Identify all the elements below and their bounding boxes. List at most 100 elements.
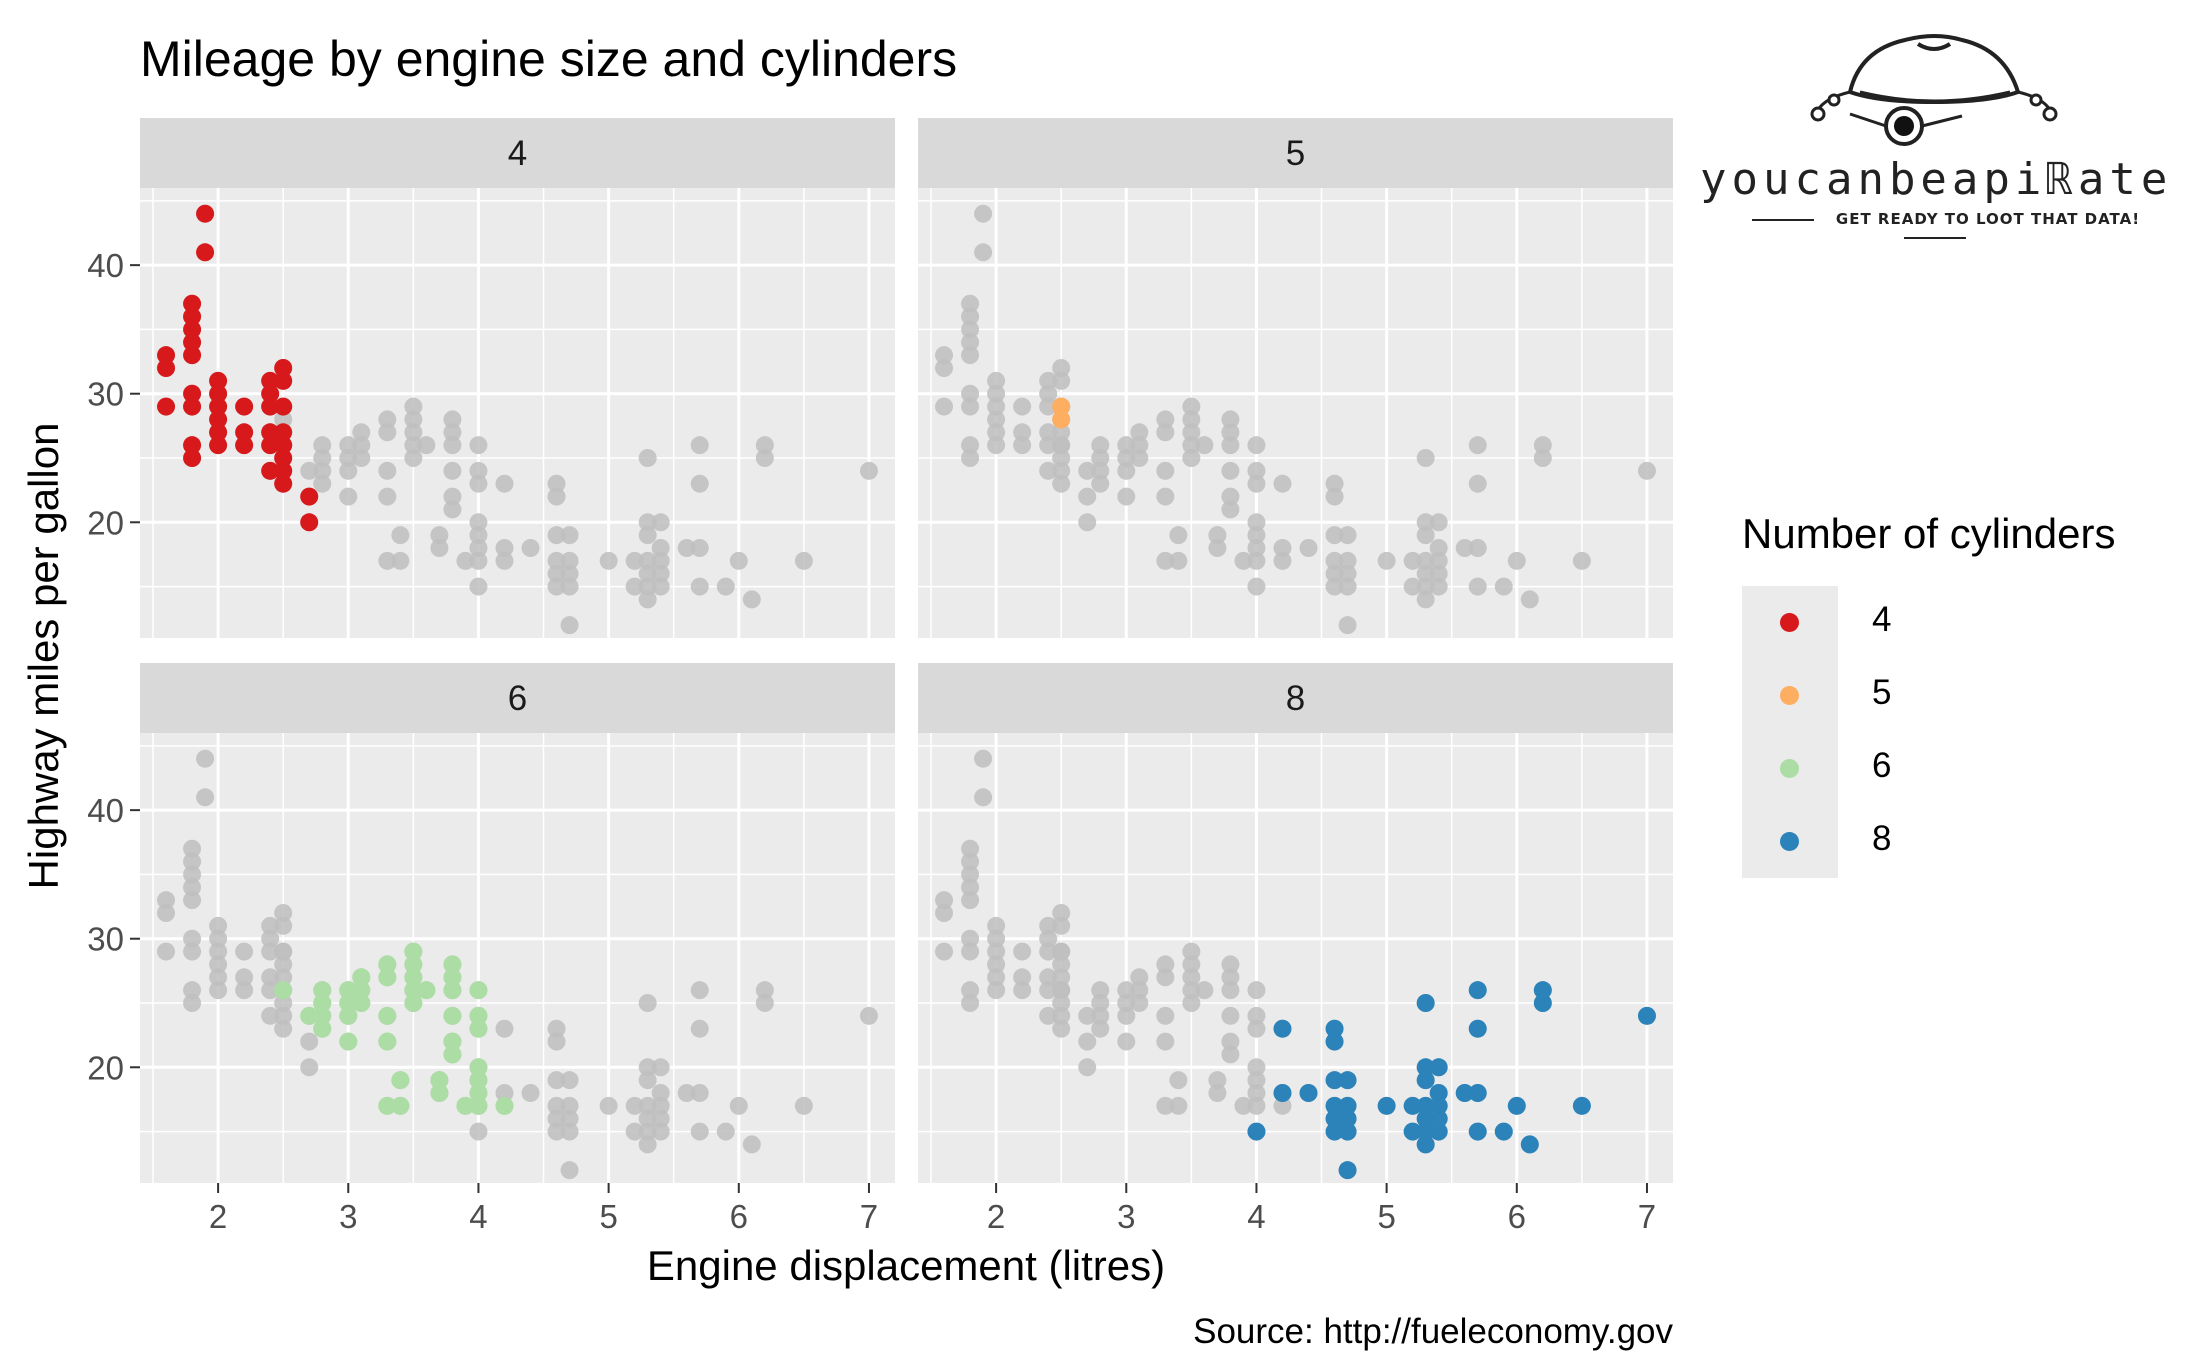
background-point [521,539,540,557]
background-point [987,942,1006,961]
background-point [1520,590,1539,609]
panel-background [918,188,1673,638]
background-point [1117,487,1136,506]
background-point [961,307,980,326]
background-point [300,1032,319,1051]
data-point [1247,1122,1266,1141]
facet-label: 5 [1286,134,1305,173]
background-point [1533,449,1552,467]
background-point [961,384,980,403]
background-point [1078,513,1097,532]
background-point [1416,449,1435,467]
data-point [183,333,202,352]
data-point [235,397,254,416]
background-point [1338,577,1357,596]
background-point [1039,942,1058,961]
facet-label: 6 [508,679,527,718]
background-point [1403,577,1422,596]
data-point [495,1096,514,1115]
data-point [1338,1122,1357,1141]
data-point [391,1071,410,1090]
background-point [391,551,410,570]
data-point [1468,1084,1487,1102]
background-point [430,526,449,545]
background-point [417,436,436,455]
background-point [183,929,202,948]
background-point [1416,590,1435,609]
data-point [404,942,423,961]
background-point [157,904,176,922]
background-point [1169,1096,1188,1115]
data-point [1637,1006,1656,1025]
background-point [469,461,488,480]
y-tick-label: 30 [87,376,124,413]
background-point [1013,436,1032,455]
data-point [339,994,358,1012]
facet-strip [140,118,895,188]
background-point [1221,955,1240,974]
background-point [1039,423,1058,442]
data-point [469,1096,488,1115]
legend-item: 5 [1742,659,1891,732]
data-point [1338,1109,1357,1128]
background-point [1468,436,1487,455]
data-point [1429,1122,1448,1141]
background-point [1377,551,1396,570]
background-point [961,449,980,467]
background-point [961,942,980,961]
data-point [209,423,228,442]
background-point [183,981,202,1000]
background-point [1013,981,1032,1000]
background-point [1429,564,1448,583]
background-point [987,384,1006,403]
background-point [1325,551,1344,570]
background-point [1169,526,1188,545]
data-point [1299,1084,1318,1102]
data-point [443,1032,462,1051]
background-point [651,1058,670,1077]
x-tick-label: 3 [339,1198,357,1235]
data-point [443,955,462,974]
background-point [209,942,228,961]
background-point [638,449,657,467]
data-point [1325,1109,1344,1128]
background-point [495,1084,514,1102]
data-point [313,1006,332,1025]
data-point [469,981,488,1000]
background-point [651,539,670,557]
background-point [1039,397,1058,416]
background-point [1091,1006,1110,1025]
background-point [1091,1019,1110,1038]
background-point [1182,968,1201,987]
chart-title: Mileage by engine size and cylinders [140,31,958,87]
background-point [651,1122,670,1141]
background-point [1130,449,1149,467]
data-point [1429,1084,1448,1102]
background-point [274,1019,293,1038]
background-point [547,1019,566,1038]
background-point [1091,436,1110,455]
background-point [638,526,657,545]
background-point [1052,474,1071,493]
background-point [1221,436,1240,455]
x-tick-label: 6 [1508,1198,1526,1235]
data-point [352,994,371,1012]
background-point [378,410,397,429]
data-point [404,994,423,1012]
background-point [560,577,579,596]
data-point [378,1096,397,1115]
data-point [1416,1096,1435,1115]
data-point [469,1019,488,1038]
background-point [961,294,980,313]
background-point [209,981,228,1000]
background-point [1468,539,1487,557]
background-point [1416,513,1435,532]
background-point [560,564,579,583]
background-point [391,526,410,545]
x-tick-label: 2 [209,1198,227,1235]
background-point [1013,423,1032,442]
background-point [1247,1058,1266,1077]
background-point [1637,461,1656,480]
data-point [1403,1122,1422,1141]
